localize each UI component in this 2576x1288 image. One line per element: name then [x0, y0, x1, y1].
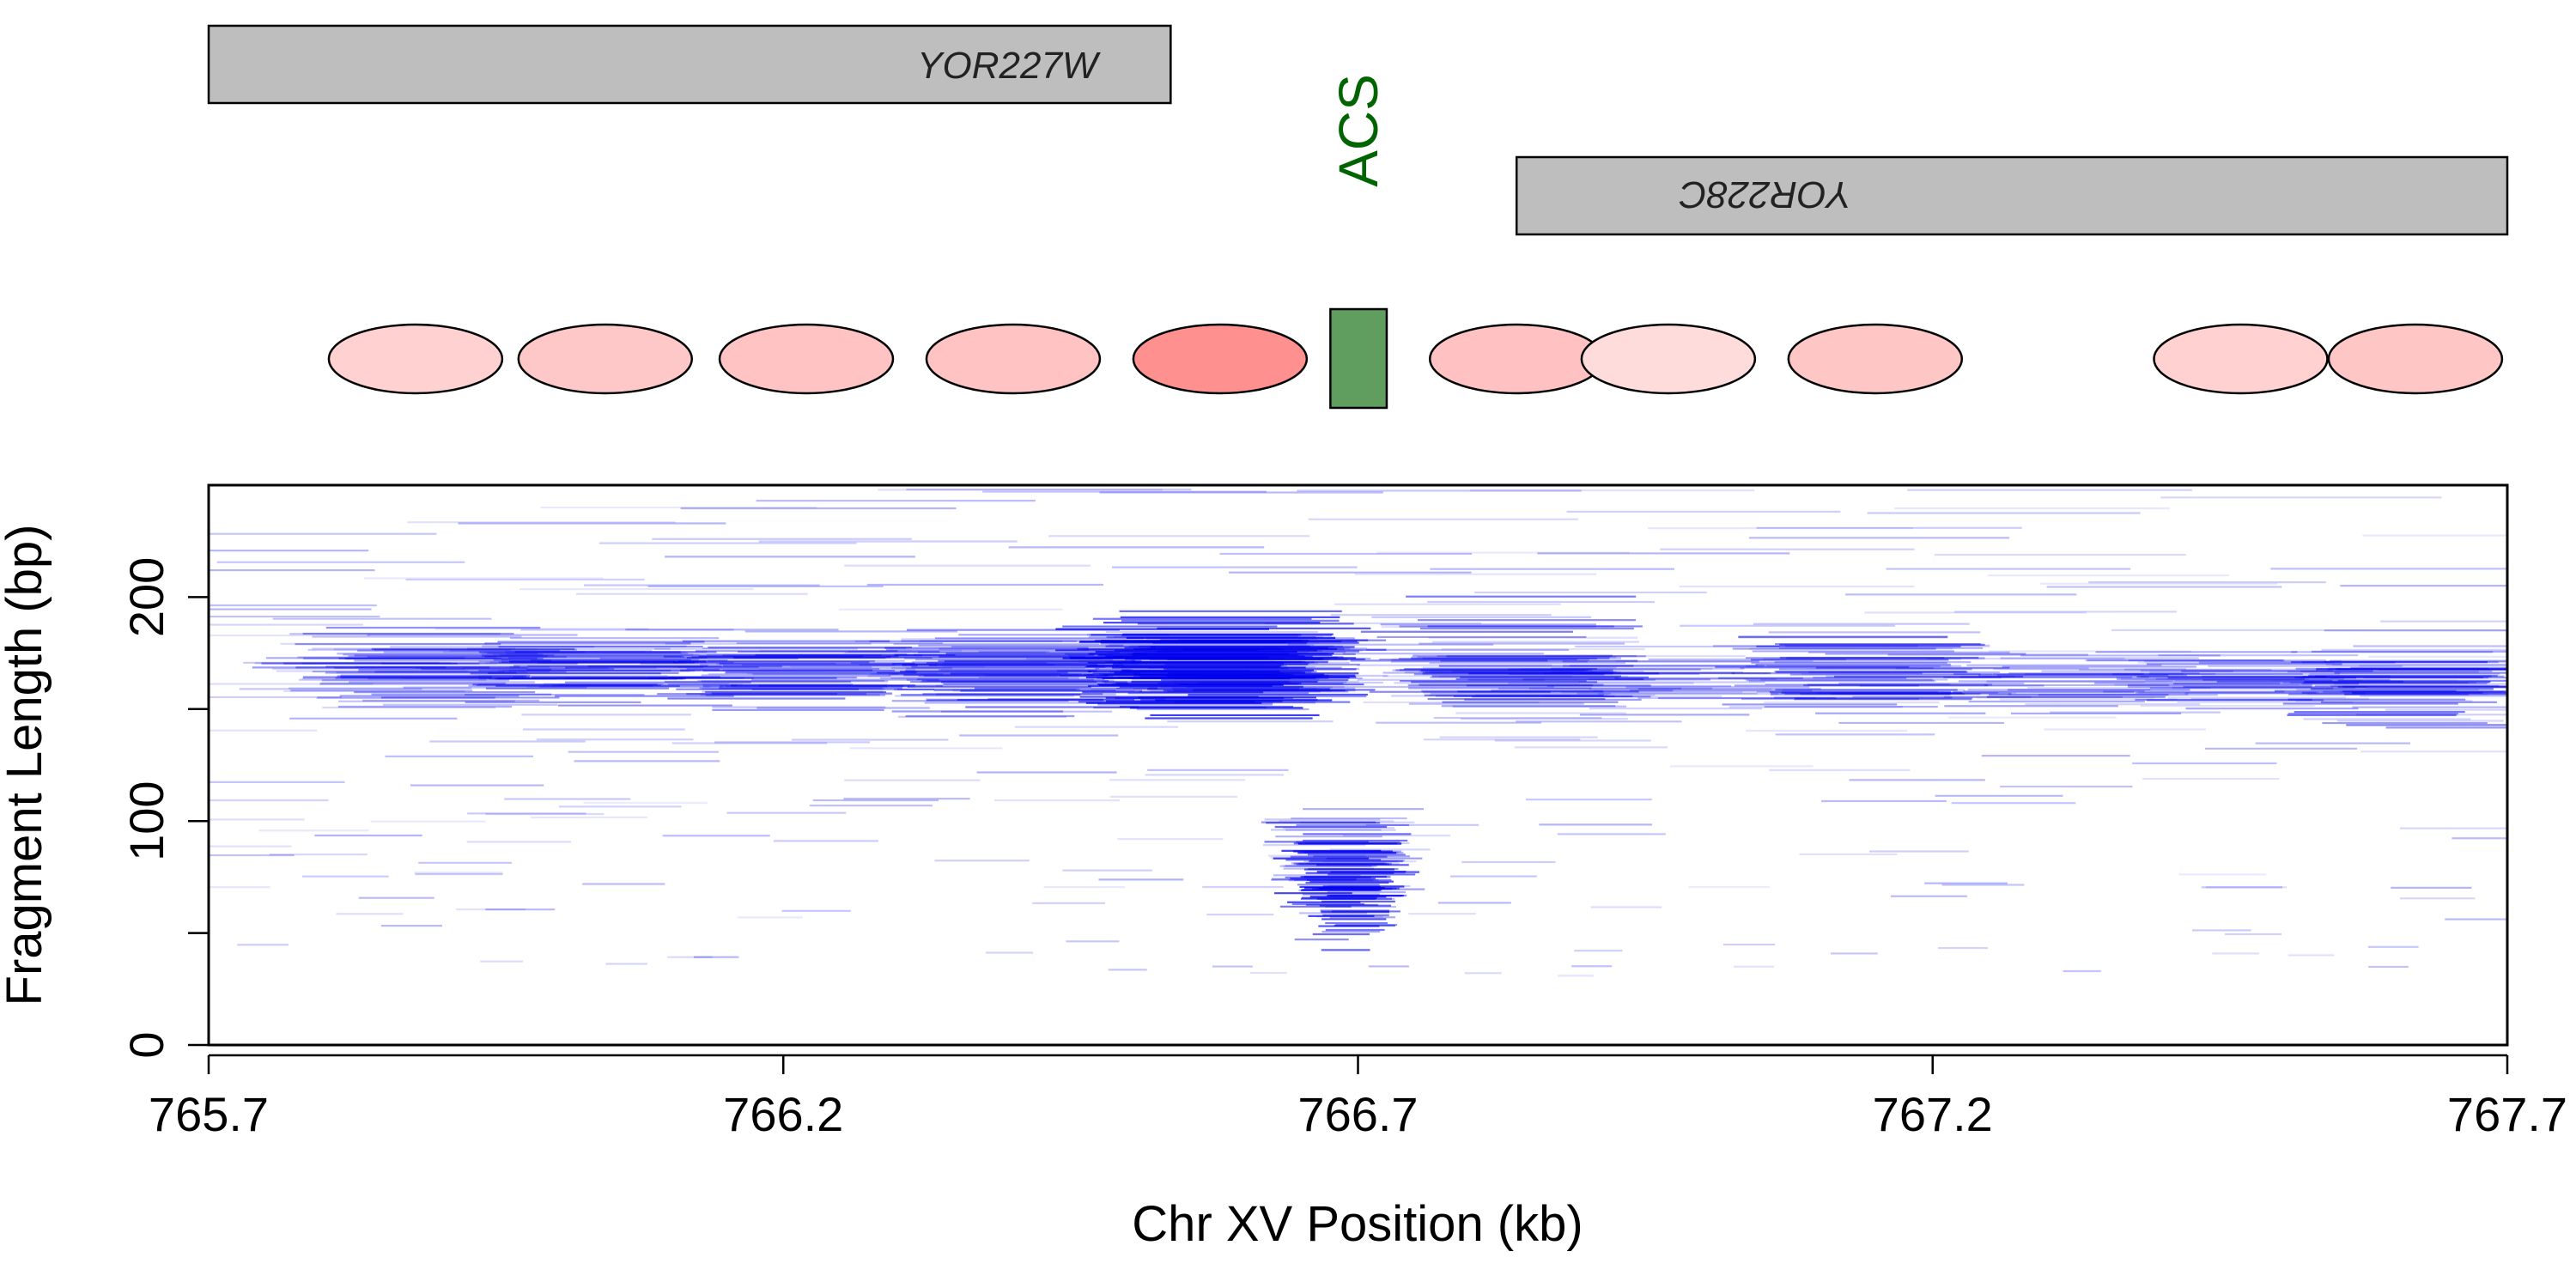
nucleosome-1: [327, 323, 504, 395]
fragment-layer: [209, 488, 2507, 977]
x-tick-label-0: 765.7: [149, 1087, 269, 1141]
nucleosome-10: [2327, 323, 2504, 395]
axes: 765.7 766.2 766.7 767.2 767.7 0 100 200: [119, 485, 2567, 1141]
gene-bar-yor227w: [207, 24, 1172, 105]
acs-track: ACS: [1327, 74, 1389, 410]
x-tick-label-1: 766.2: [723, 1087, 843, 1141]
y-tick-label-4: 200: [119, 557, 173, 637]
gene-bar-yor228c: [1515, 155, 2509, 236]
nucleosome-5: [1132, 323, 1309, 395]
nucleosome-6: [1428, 323, 1605, 395]
x-tick-label-2: 766.7: [1297, 1087, 1418, 1141]
nucleosome-2: [517, 323, 694, 395]
plot-frame: [207, 483, 2509, 1047]
y-tick-label-2: 100: [119, 781, 173, 860]
nucleosome-track: [327, 323, 2504, 395]
nucleosome-7: [1580, 323, 1757, 395]
y-axis-label: Fragment Length (bp): [0, 525, 52, 1006]
y-tick-label-0: 0: [119, 1031, 173, 1058]
nucleosome-3: [718, 323, 895, 395]
acs-label: ACS: [1327, 74, 1389, 187]
gene-label-yor228c: YOR228C: [1679, 173, 1852, 216]
gene-track: YOR227W YOR228C: [207, 24, 2509, 236]
nucleosome-4: [925, 323, 1102, 395]
x-tick-label-3: 767.2: [1873, 1087, 1993, 1141]
acs-box: [1329, 307, 1388, 410]
x-axis-label: Chr XV Position (kb): [1132, 1196, 1583, 1252]
gene-label-yor227w: YOR227W: [917, 45, 1101, 87]
x-tick-label-4: 767.7: [2447, 1087, 2567, 1141]
nucleosome-9: [2153, 323, 2329, 395]
nucleosome-8: [1787, 323, 1964, 395]
